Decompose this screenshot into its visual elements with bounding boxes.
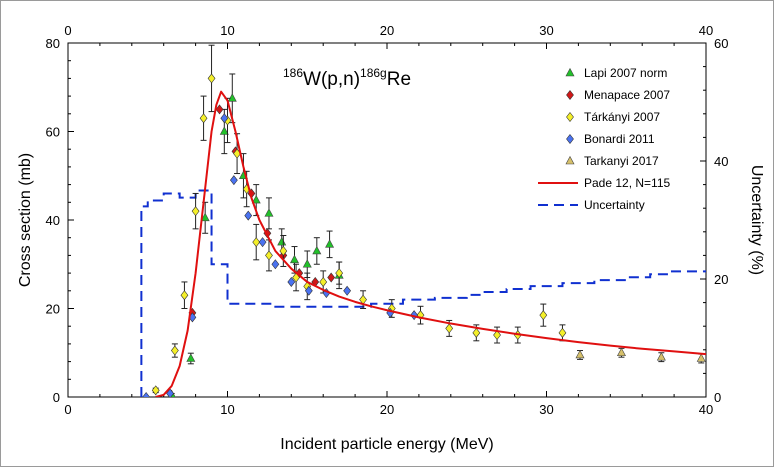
data-point: [304, 285, 313, 296]
legend-marker-bonardi-2011: [566, 134, 574, 144]
data-point: [287, 276, 296, 287]
uncertainty-line: [140, 189, 706, 397]
data-point: [289, 254, 299, 264]
data-point: [170, 345, 179, 356]
x-tick-label-top: 10: [220, 23, 234, 38]
x-tick-label-bottom: 20: [380, 402, 394, 417]
data-point: [258, 237, 267, 248]
data-point: [472, 327, 481, 338]
data-point: [493, 330, 501, 341]
x-tick-label-top: 30: [539, 23, 553, 38]
fit-curve: [155, 90, 706, 397]
y-axis-title: Cross section (mb): [17, 153, 34, 287]
legend: Lapi 2007 norm Menapace 2007 Tárkányi 2007…: [538, 66, 671, 212]
y2-tick-label: 20: [714, 272, 728, 287]
data-point: [199, 113, 208, 124]
data-point: [343, 285, 352, 296]
legend-marker-t-rk-nyi-2007: [566, 112, 574, 122]
data-point: [219, 126, 229, 135]
title-product: Re: [387, 69, 411, 90]
x-tick-label-bottom: 30: [539, 402, 553, 417]
data-point: [335, 268, 344, 279]
legend-marker-lapi-2007-norm: [565, 67, 575, 77]
legend-label-menapace-2007: Menapace 2007: [584, 88, 670, 102]
data-point: [220, 113, 229, 124]
data-point: [151, 385, 160, 396]
data-point: [539, 310, 548, 321]
y-tick-label: 0: [53, 390, 60, 405]
data-point: [207, 73, 216, 84]
data-point: [312, 245, 322, 255]
series-lapi-2007-norm: [167, 73, 344, 397]
data-point: [656, 352, 666, 361]
series-group: [140, 44, 706, 397]
y2-tick-label: 40: [714, 154, 728, 169]
y-tick-label: 20: [46, 302, 60, 317]
data-point: [327, 272, 336, 283]
legend-label-lapi-2007-norm: Lapi 2007 norm: [584, 66, 667, 80]
series-t-rk-nyi-2007: [151, 44, 567, 396]
data-point: [696, 353, 706, 362]
data-point: [200, 212, 210, 222]
data-point: [229, 175, 238, 186]
data-point: [180, 290, 189, 301]
y-tick-label: 40: [46, 213, 60, 228]
data-point: [251, 194, 261, 204]
data-point: [445, 323, 454, 334]
data-point: [191, 206, 200, 217]
data-point: [227, 93, 237, 102]
data-point: [319, 276, 328, 287]
legend-marker-menapace-2007: [566, 90, 574, 100]
x-axis-title: Incident particle energy (MeV): [280, 436, 493, 453]
data-point: [142, 392, 151, 397]
chart-title: 186W(p,n)186gRe: [283, 66, 411, 90]
data-point: [279, 245, 288, 256]
legend-label-t-rk-nyi-2007: Tárkányi 2007: [584, 110, 660, 124]
legend-label-pade-12-n-115: Pade 12, N=115: [584, 176, 671, 190]
data-point: [215, 104, 224, 115]
legend-label-uncertainty: Uncertainty: [584, 198, 645, 212]
data-point: [264, 208, 274, 217]
legend-label-bonardi-2011: Bonardi 2011: [584, 132, 655, 146]
x-tick-label-top: 0: [64, 23, 71, 38]
data-point: [575, 349, 585, 359]
data-point: [558, 327, 567, 338]
data-point: [186, 353, 196, 362]
x-tick-label-bottom: 10: [220, 402, 234, 417]
title-target-mass: 186: [283, 66, 303, 80]
data-point: [302, 259, 312, 268]
series-tarkanyi-2017: [575, 347, 706, 364]
y-tick-label: 60: [46, 125, 60, 140]
x-tick-label-top: 20: [380, 23, 394, 38]
y2-tick-label: 0: [714, 390, 721, 405]
data-point: [252, 237, 261, 248]
data-point: [271, 259, 280, 270]
x-tick-label-top: 40: [699, 23, 713, 38]
data-point: [277, 236, 287, 246]
data-point: [325, 239, 335, 248]
title-product-mass: 186g: [360, 66, 387, 80]
data-point: [616, 347, 626, 357]
data-point: [265, 250, 273, 261]
data-point: [166, 388, 174, 397]
legend-marker-tarkanyi-2017: [565, 155, 575, 165]
y-tick-label: 80: [46, 36, 60, 51]
legend-label-tarkanyi-2017: Tarkanyi 2017: [584, 154, 659, 168]
x-tick-label-bottom: 40: [699, 402, 713, 417]
y2-axis-title: Uncertainty (%): [748, 165, 765, 275]
title-target-reaction: W(p,n): [303, 69, 360, 90]
y2-tick-label: 60: [714, 36, 728, 51]
data-point: [244, 210, 253, 221]
x-tick-label-bottom: 0: [64, 402, 71, 417]
series-bonardi-2011: [142, 113, 418, 397]
